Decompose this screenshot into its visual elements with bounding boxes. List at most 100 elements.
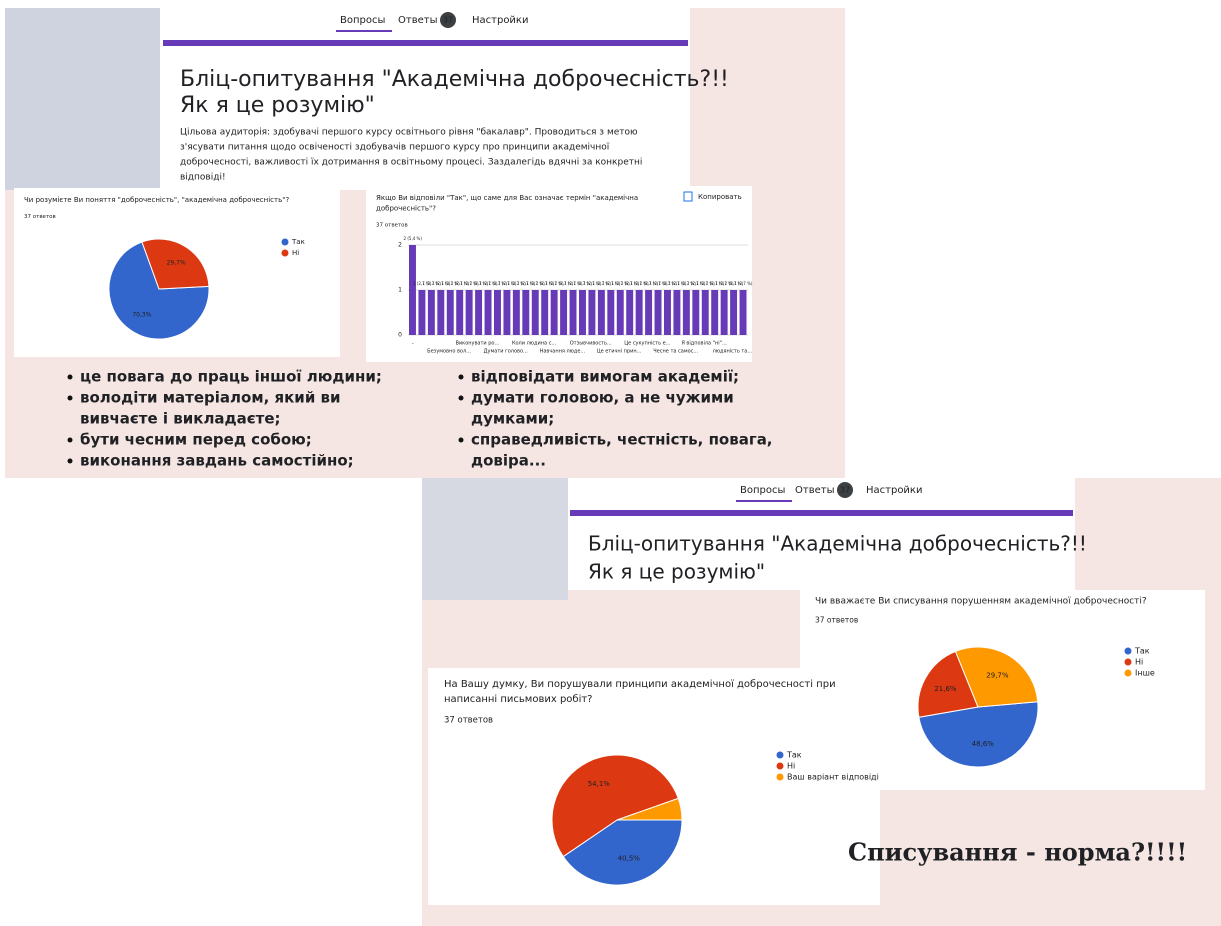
bar — [588, 290, 595, 335]
badge-count: 37 — [840, 486, 850, 495]
bar — [551, 290, 558, 335]
bullet-text: справедливість, честність, повага, — [471, 431, 773, 449]
legend-marker — [777, 752, 784, 759]
legend-label: Ні — [1135, 658, 1143, 667]
form-title: Як я це розумію" — [588, 560, 765, 584]
bullet-text: довіра... — [471, 452, 546, 470]
value-label: 48,6% — [972, 740, 995, 748]
form-description: з'ясувати питання щодо освіченості здобу… — [180, 143, 610, 153]
tab: Вопросы — [340, 15, 385, 26]
chart-title: доброчесність"? — [376, 205, 436, 213]
bar — [683, 290, 690, 335]
x-tick-label: Отзывчивость... — [570, 341, 612, 347]
form-accent — [163, 40, 688, 46]
legend-label: Так — [786, 751, 802, 760]
bar — [579, 290, 586, 335]
bullet — [459, 375, 464, 380]
bar — [475, 290, 482, 335]
legend-marker — [282, 239, 289, 246]
legend-label: Ні — [787, 762, 795, 771]
x-tick-label: Це етичні прин... — [597, 349, 642, 355]
bar — [692, 290, 699, 335]
legend-marker — [1125, 648, 1132, 655]
bullet-text: бути чесним перед собою; — [80, 431, 312, 449]
bar — [673, 290, 680, 335]
bar — [560, 290, 567, 335]
legend-label: Інше — [1135, 669, 1155, 678]
chart-title: На Вашу думку, Ви порушували принципи ак… — [444, 678, 836, 690]
bar — [541, 290, 548, 335]
chart-title: Чи розумієте Ви поняття "доброчесність",… — [24, 196, 289, 204]
chart-subtitle: 37 ответов — [24, 214, 56, 220]
legend-label: Ваш варіант відповіді — [787, 773, 879, 782]
bar — [522, 290, 529, 335]
legend-marker — [777, 774, 784, 781]
tab: Вопросы — [740, 485, 785, 496]
legend-marker — [777, 763, 784, 770]
bar — [711, 290, 718, 335]
value-label: 1 (2,7 %) — [734, 281, 753, 286]
bullet — [68, 459, 73, 464]
x-tick-label: Думати голово... — [484, 349, 529, 355]
badge-count: 37 — [443, 16, 453, 25]
x-tick-label: Виконувати ро... — [456, 341, 500, 347]
chart-subtitle: 37 ответов — [376, 223, 408, 229]
bullet — [68, 375, 73, 380]
bullet-text: думками; — [471, 410, 554, 428]
y-tick-label: 0 — [398, 332, 402, 339]
legend-label: Так — [1134, 647, 1150, 656]
bar — [456, 290, 463, 335]
tab: Ответы — [398, 15, 437, 26]
legend-label: Так — [291, 238, 305, 246]
bar — [702, 290, 709, 335]
y-tick-label: 2 — [398, 242, 402, 249]
bar — [485, 290, 492, 335]
bar — [636, 290, 643, 335]
tab-underline — [736, 500, 792, 502]
form-description: Цільова аудиторія: здобувачі першого кур… — [180, 128, 638, 138]
bar — [626, 290, 633, 335]
bar — [617, 290, 624, 335]
bar — [664, 290, 671, 335]
form-description: доброчесності, важливості їх дотримання … — [180, 158, 642, 168]
bar — [607, 290, 614, 335]
value-label: 29,7% — [167, 260, 186, 267]
decor — [422, 478, 568, 600]
chart-title: Чи вважаєте Ви списування порушенням ака… — [815, 597, 1147, 607]
bar — [494, 290, 501, 335]
bar — [740, 290, 747, 335]
bar — [655, 290, 662, 335]
legend-label: Ні — [292, 249, 299, 257]
form-description: відповіді! — [180, 173, 226, 183]
tab: Ответы — [795, 485, 834, 496]
y-tick-label: 1 — [398, 287, 402, 294]
bar — [513, 290, 520, 335]
bullet-text: думати головою, а не чужими — [471, 389, 734, 407]
slogan: Списування - норма?!!!! — [848, 838, 1187, 867]
form-accent — [570, 510, 1073, 516]
bar — [409, 245, 416, 335]
x-tick-label: Безумовно вол... — [427, 349, 471, 355]
chart-title: написанні письмових робіт? — [444, 693, 593, 705]
x-tick-label: Коли людина с... — [512, 341, 557, 347]
chart-subtitle: 37 ответов — [444, 716, 493, 726]
value-label: 70,3% — [132, 311, 151, 318]
legend-marker — [282, 250, 289, 257]
value-label: 40,5% — [618, 855, 641, 863]
bar — [447, 290, 454, 335]
value-label: 29,7% — [986, 671, 1009, 679]
value-label: 2 (5,4 %) — [404, 236, 423, 241]
x-tick-label: людяність та... — [713, 349, 753, 355]
chart-title: Якщо Ви відповіли "Так", що саме для Вас… — [376, 194, 638, 202]
legend-marker — [1125, 670, 1132, 677]
bullet-text: володіти матеріалом, який ви — [80, 389, 341, 407]
value-label: 21,6% — [934, 685, 957, 693]
form-title: Бліц-опитування "Академічна доброчесніст… — [588, 532, 1087, 556]
bar — [730, 290, 737, 335]
bullet — [68, 396, 73, 401]
copy-button[interactable]: Копировать — [698, 193, 742, 201]
collage: Вопросы Ответы Настройки 37 Бліц-опитування … — [0, 0, 1221, 926]
tab: Настройки — [472, 15, 528, 26]
tab-underline — [336, 30, 392, 32]
tab: Настройки — [866, 485, 922, 496]
